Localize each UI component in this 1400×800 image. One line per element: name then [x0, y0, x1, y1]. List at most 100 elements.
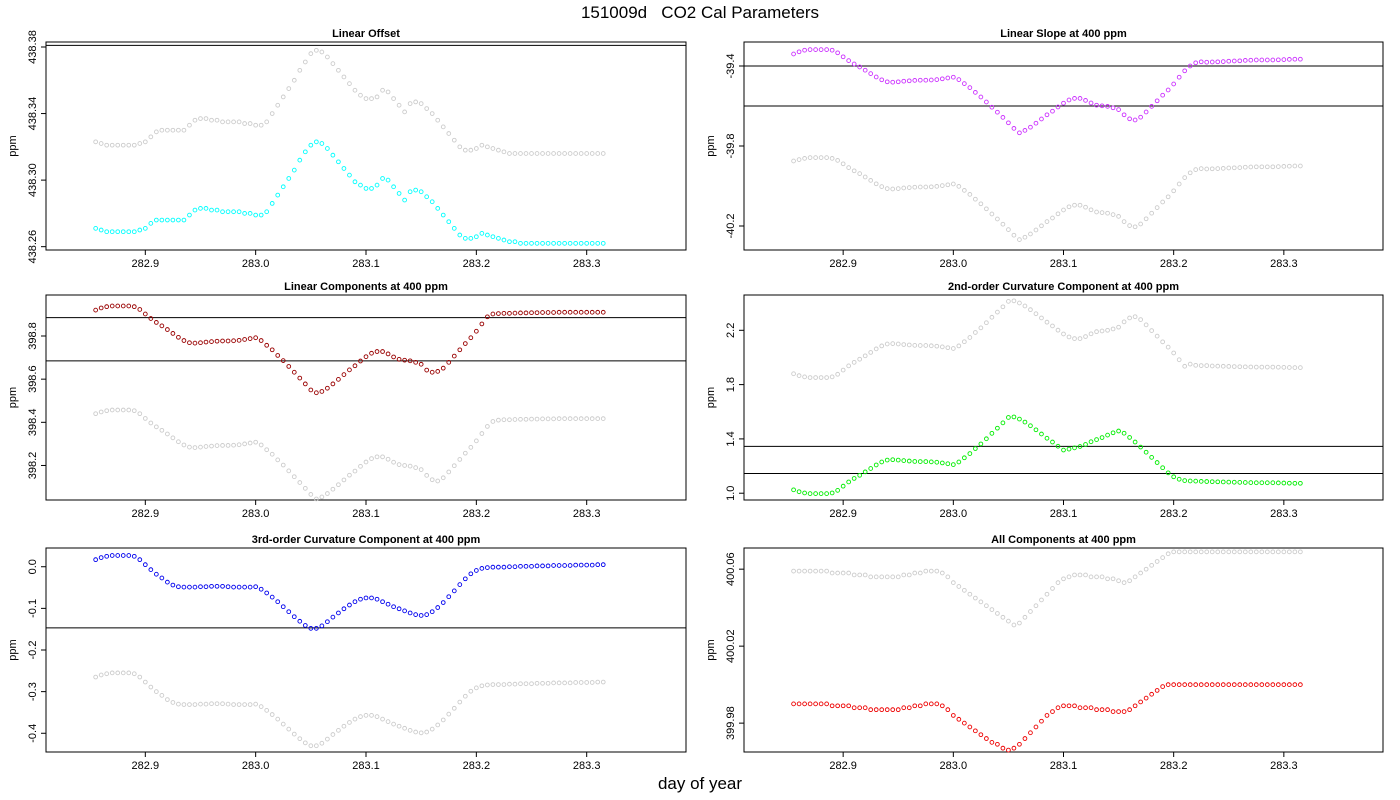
data-point — [1017, 741, 1022, 747]
data-point — [950, 580, 956, 585]
data-point — [231, 584, 236, 590]
data-point — [818, 568, 824, 574]
data-point — [791, 701, 796, 707]
x-tick-label: 283.0 — [242, 258, 270, 270]
data-point — [109, 553, 115, 558]
data-point — [807, 47, 813, 52]
data-point — [895, 79, 901, 85]
data-point — [286, 609, 292, 615]
data-point — [1061, 447, 1066, 453]
data-point — [468, 444, 474, 450]
data-point — [1083, 334, 1088, 339]
data-point — [873, 574, 879, 580]
data-point — [220, 338, 225, 344]
data-point — [895, 707, 901, 713]
data-point — [330, 486, 336, 492]
data-point — [297, 375, 303, 381]
y-tick-label: 398.8 — [27, 322, 39, 350]
data-point — [198, 701, 203, 707]
data-point — [529, 151, 534, 156]
data-point — [857, 356, 863, 362]
data-point — [1187, 63, 1193, 69]
data-point — [137, 411, 143, 417]
data-point — [1264, 480, 1270, 486]
data-point — [209, 701, 214, 707]
data-point — [1154, 688, 1160, 693]
data-point — [1187, 170, 1193, 176]
data-point — [407, 358, 413, 364]
data-point — [1072, 445, 1077, 451]
data-point — [1248, 682, 1254, 687]
data-point — [198, 116, 203, 121]
data-point — [939, 183, 945, 188]
data-point — [584, 680, 590, 685]
data-point — [313, 743, 319, 749]
data-point — [945, 345, 951, 351]
data-point — [286, 176, 292, 181]
data-point — [873, 462, 879, 468]
data-point — [1022, 419, 1028, 425]
data-point — [336, 482, 341, 488]
data-point — [1287, 480, 1292, 486]
data-point — [578, 416, 584, 421]
data-point — [846, 363, 852, 369]
data-point — [457, 457, 463, 462]
data-point — [258, 704, 264, 709]
data-point — [840, 703, 846, 709]
data-point — [562, 151, 567, 156]
data-point — [857, 171, 863, 176]
data-point — [225, 119, 231, 125]
data-point — [512, 239, 518, 245]
x-tick-label: 283.2 — [463, 258, 491, 270]
data-point — [214, 207, 220, 213]
data-point — [192, 702, 198, 707]
data-point — [868, 350, 874, 355]
data-point — [534, 563, 540, 569]
second-order-curvature-panel: 2nd-order Curvature Component at 400 ppm… — [705, 281, 1384, 520]
data-point — [584, 240, 590, 246]
data-point — [242, 441, 247, 447]
data-point — [209, 117, 214, 123]
data-point — [429, 477, 435, 483]
data-point — [824, 47, 829, 52]
data-point — [595, 416, 601, 421]
data-point — [1242, 58, 1248, 63]
data-point — [308, 51, 314, 56]
data-point — [385, 351, 391, 357]
data-point — [126, 229, 132, 235]
data-point — [225, 443, 231, 448]
data-point — [451, 353, 457, 359]
data-point — [159, 575, 165, 581]
data-point — [170, 127, 176, 133]
data-point — [247, 702, 253, 707]
data-point — [873, 181, 879, 187]
data-point — [1138, 114, 1143, 120]
data-point — [1050, 709, 1055, 714]
data-point — [1298, 480, 1303, 486]
data-point — [358, 182, 363, 188]
data-point — [1253, 480, 1259, 486]
data-point — [220, 701, 225, 707]
data-point — [209, 207, 214, 213]
data-point — [824, 155, 829, 160]
data-point — [462, 450, 468, 456]
data-point — [236, 584, 242, 590]
data-point — [176, 127, 181, 133]
data-point — [1171, 188, 1177, 194]
data-point — [862, 469, 868, 475]
data-point — [319, 623, 325, 629]
data-point — [1160, 465, 1166, 471]
data-point — [1132, 439, 1138, 445]
data-point — [1264, 682, 1270, 687]
data-point — [1193, 549, 1199, 555]
data-point — [978, 325, 984, 331]
data-point — [280, 358, 286, 363]
figure-title: 151009d CO2 Cal Parameters — [580, 3, 820, 22]
data-point — [1088, 705, 1094, 711]
data-point — [1105, 432, 1110, 438]
data-point — [1298, 163, 1303, 169]
data-point — [264, 708, 270, 713]
data-point — [462, 236, 468, 241]
data-point — [1193, 362, 1199, 368]
data-point — [1121, 219, 1127, 224]
